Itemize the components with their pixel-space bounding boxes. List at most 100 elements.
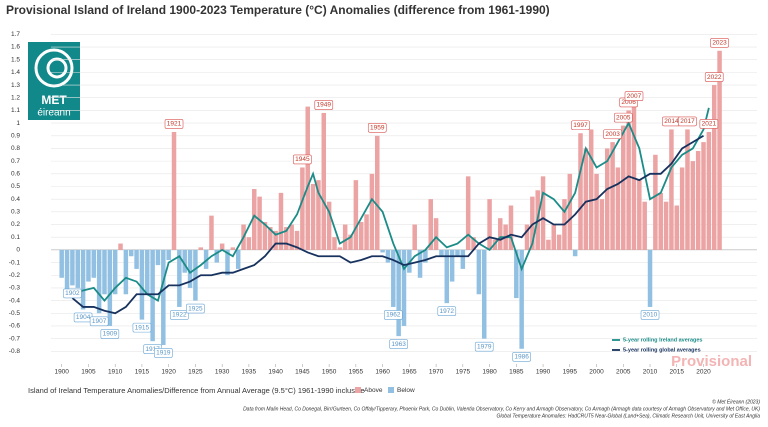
bar [75, 249, 80, 288]
x-tick-label: 1955 [349, 369, 364, 376]
bar [476, 249, 482, 295]
bar [578, 133, 583, 250]
annotation-label: 1963 [391, 341, 406, 348]
annotation-box [571, 120, 590, 131]
bar [257, 196, 262, 250]
bar [80, 249, 86, 310]
bar [358, 221, 364, 250]
legend-label: Above [364, 387, 383, 394]
annotation-label: 1921 [167, 121, 182, 128]
y-tick-label: 1.7 [11, 31, 20, 38]
bar [364, 214, 369, 250]
x-tick-label: 1930 [215, 369, 230, 376]
bar [305, 106, 310, 250]
bar [337, 247, 343, 250]
bar [514, 249, 519, 299]
bar [658, 192, 663, 250]
annotation-box [678, 116, 697, 127]
bar [653, 154, 658, 250]
bar [508, 205, 514, 250]
annotation-box [89, 316, 109, 327]
x-tick-label: 1975 [456, 369, 471, 376]
rolling-line [72, 107, 710, 302]
bar [91, 249, 97, 278]
y-tick-label: 0.6 [11, 171, 20, 178]
annotation-box [389, 339, 408, 349]
bar [524, 224, 530, 250]
annotation-box [314, 100, 334, 110]
y-tick-label: -0.2 [9, 272, 21, 279]
annotation-box [164, 119, 184, 129]
bar [96, 249, 102, 314]
year-annotation: 2003 [603, 129, 622, 139]
legend-swatch [355, 387, 361, 393]
y-tick-label: 1.1 [11, 107, 20, 114]
annotation-label: 1917 [145, 346, 160, 353]
bar [198, 247, 204, 250]
y-tick-label: 1.3 [11, 82, 20, 89]
bar [647, 249, 653, 307]
bar [674, 205, 680, 250]
bar [326, 201, 332, 250]
bar [498, 218, 503, 250]
annotation-label: 2021 [702, 121, 717, 128]
x-tick-label: 1935 [242, 369, 257, 376]
year-annotation: 2022 [704, 72, 724, 82]
bar [342, 224, 348, 250]
bar [171, 131, 177, 250]
year-annotation: 1963 [389, 339, 408, 349]
bar [225, 249, 230, 276]
credit: Data from Malin Head, Co Donegal, Birr/G… [243, 406, 760, 412]
bar [471, 237, 476, 250]
annotation-label: 1922 [172, 312, 187, 319]
watermark: Provisional [671, 353, 752, 370]
y-tick-label: 0.3 [11, 209, 20, 216]
year-annotation: 2021 [699, 119, 719, 129]
bar [316, 180, 321, 250]
x-tick-label: 1950 [322, 369, 337, 376]
bar [433, 218, 439, 250]
annotation-label: 1979 [477, 343, 492, 350]
x-tick-label: 1900 [54, 369, 69, 376]
bar [701, 142, 706, 250]
bar [519, 249, 524, 349]
bar [546, 239, 551, 250]
annotation-box [154, 348, 173, 358]
annotation-label: 1907 [92, 318, 107, 325]
year-annotation: 1949 [314, 100, 334, 110]
y-tick-label: 1.4 [11, 69, 20, 76]
bar [268, 227, 273, 250]
bar [631, 104, 637, 250]
bar [556, 234, 562, 250]
annotation-label: 2014 [664, 118, 679, 125]
bar [530, 196, 535, 250]
annotation-box [640, 310, 660, 320]
credit: Global Temperature Anomalies: HadCRUT5 N… [497, 413, 761, 419]
bar [637, 180, 642, 250]
bar [396, 249, 401, 337]
bar [444, 249, 450, 304]
bar [599, 199, 605, 250]
x-tick-label: 1995 [563, 369, 578, 376]
logo-swirl [34, 48, 74, 88]
year-annotation: 1972 [437, 306, 457, 316]
x-tick-label: 1985 [509, 369, 524, 376]
bar [380, 249, 385, 253]
annotation-label: 1949 [317, 102, 332, 109]
bar [112, 249, 118, 295]
bar [246, 237, 252, 250]
legend-label: Below [397, 387, 415, 394]
y-tick-label: 1.6 [11, 44, 20, 51]
x-tick-label: 2000 [589, 369, 604, 376]
annotation-label: 1915 [135, 324, 150, 331]
bar [166, 249, 171, 261]
annotation-label: 2006 [621, 99, 636, 106]
bar [465, 176, 471, 250]
bar [391, 249, 396, 307]
bar [209, 215, 214, 250]
year-annotation: 1962 [384, 310, 403, 320]
annotation-label: 1909 [103, 331, 118, 338]
y-tick-label: -0.5 [9, 310, 21, 317]
bar [332, 237, 337, 250]
